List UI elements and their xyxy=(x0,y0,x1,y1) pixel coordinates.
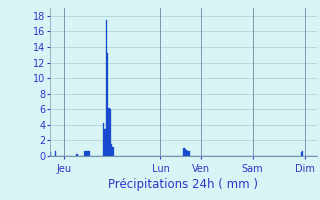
Bar xyxy=(104,129,106,156)
Bar xyxy=(111,144,112,156)
Bar xyxy=(107,53,108,156)
Bar xyxy=(86,151,87,156)
Bar xyxy=(84,151,86,156)
Bar xyxy=(302,151,303,156)
X-axis label: Précipitations 24h ( mm ): Précipitations 24h ( mm ) xyxy=(108,178,258,191)
Bar xyxy=(103,123,104,156)
Bar xyxy=(88,151,90,156)
Bar xyxy=(188,151,190,156)
Bar xyxy=(76,154,78,156)
Bar xyxy=(186,150,187,156)
Bar xyxy=(112,147,114,156)
Bar xyxy=(185,149,186,156)
Bar xyxy=(110,109,111,156)
Bar xyxy=(106,20,107,156)
Bar xyxy=(187,151,188,156)
Bar xyxy=(87,151,88,156)
Bar xyxy=(55,151,56,156)
Bar xyxy=(50,152,51,156)
Bar xyxy=(108,108,110,156)
Bar xyxy=(301,152,302,156)
Bar xyxy=(183,148,185,156)
